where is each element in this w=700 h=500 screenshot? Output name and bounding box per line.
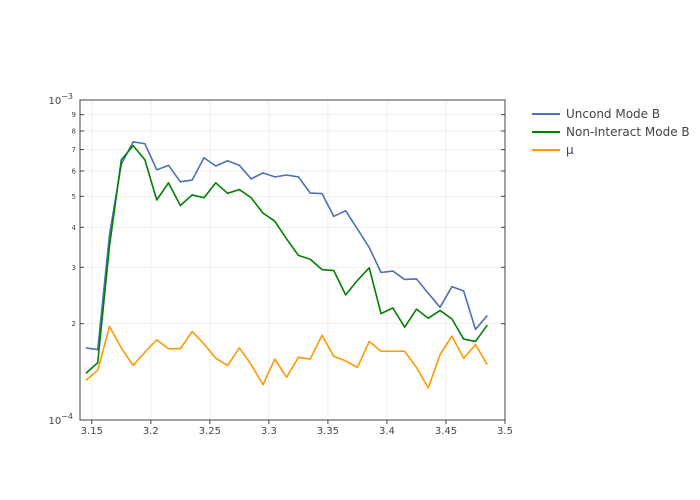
- x-tick-label: 3.2: [143, 426, 159, 437]
- legend-item-0[interactable]: Uncond Mode B: [532, 107, 660, 121]
- series-line-2[interactable]: [85, 325, 488, 389]
- series-line-0[interactable]: [85, 141, 488, 351]
- x-tick-label: 3.4: [379, 426, 395, 437]
- axes: 3.15 3.2 3.25 3.3 3.35 3.4 3.45 3.5 2 3 4 5 6 7 8 9 10−4…: [48, 92, 512, 437]
- x-tick-label: 3.25: [199, 426, 221, 437]
- y-minor-tick-label: 2: [72, 320, 76, 328]
- legend[interactable]: Uncond Mode B Non-Interact Mode B μ: [532, 107, 690, 157]
- y-major-tick-label: 10−4: [48, 412, 73, 427]
- legend-label: Non-Interact Mode B: [566, 125, 690, 139]
- y-minor-tick-label: 9: [72, 111, 76, 119]
- y-minor-tick-label: 3: [72, 264, 76, 272]
- y-minor-tick-label: 4: [72, 224, 77, 232]
- y-major-tick-label: 10−3: [48, 92, 73, 107]
- y-minor-tick-label: 6: [72, 167, 77, 175]
- y-minor-tick-label: 5: [72, 193, 76, 201]
- x-tick-label: 3.5: [497, 426, 513, 437]
- legend-item-1[interactable]: Non-Interact Mode B: [532, 125, 690, 139]
- plot-series: [85, 141, 488, 389]
- y-minor-tick-label: 8: [72, 128, 76, 136]
- legend-item-2[interactable]: μ: [532, 143, 574, 157]
- x-tick-label: 3.15: [81, 426, 103, 437]
- x-tick-label: 3.3: [261, 426, 277, 437]
- legend-label: Uncond Mode B: [566, 107, 660, 121]
- y-minor-tick-label: 7: [72, 146, 76, 154]
- x-tick-label: 3.45: [435, 426, 457, 437]
- series-line-1[interactable]: [85, 144, 488, 374]
- plot-frame: [79, 99, 506, 421]
- legend-label: μ: [566, 143, 574, 157]
- grid: [80, 100, 506, 420]
- x-tick-label: 3.35: [317, 426, 339, 437]
